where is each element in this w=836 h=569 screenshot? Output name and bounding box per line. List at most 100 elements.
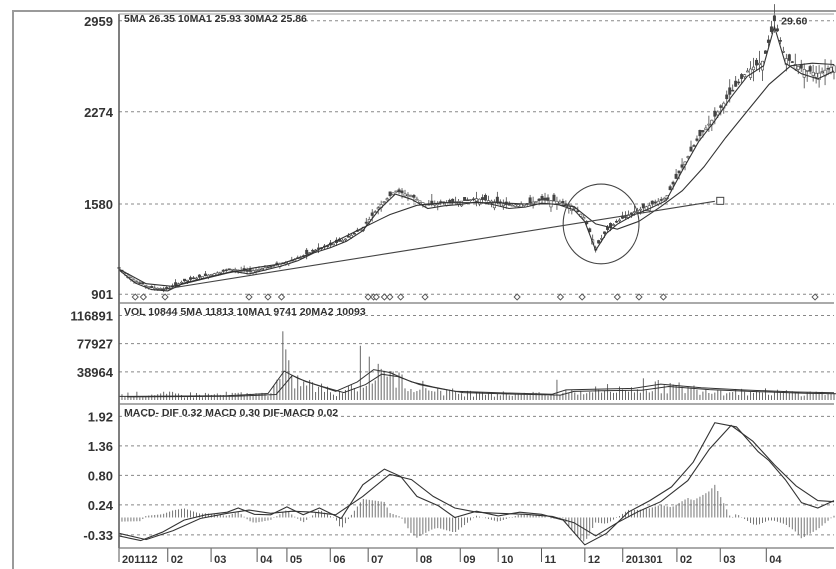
signal-marker <box>139 293 148 301</box>
macd-line <box>118 424 835 541</box>
candle-body <box>412 195 416 198</box>
y-tick-label: 1.92 <box>88 409 113 424</box>
candle-body <box>451 198 455 203</box>
candle-body <box>766 39 770 43</box>
candle-body <box>823 69 827 77</box>
x-tick-label: 04 <box>769 554 782 566</box>
signal-marker <box>131 293 139 301</box>
candle-body <box>186 279 190 282</box>
candle-body <box>746 70 750 73</box>
candle-body <box>826 67 830 70</box>
candle-body <box>731 89 735 92</box>
candle-body <box>704 127 708 131</box>
candle-body <box>391 192 395 195</box>
x-tick-label: 201301 <box>626 554 663 566</box>
y-tick-label: 0.80 <box>88 468 113 483</box>
candle-body <box>808 66 812 72</box>
candle-body <box>632 211 636 214</box>
candle-body <box>254 269 258 272</box>
volume-panel: 116891 77927 38964 <box>70 308 836 400</box>
signal-marker <box>264 293 272 301</box>
candle-body <box>617 219 621 222</box>
ma-short-line <box>118 24 835 292</box>
signal-marker <box>635 293 643 301</box>
candle-body <box>725 94 729 100</box>
candle-body <box>796 66 800 70</box>
candle-body <box>769 26 773 32</box>
candle-body <box>331 243 335 246</box>
candle-body <box>144 285 148 287</box>
candle-body <box>719 105 723 108</box>
candle-body <box>558 201 562 204</box>
candle-body <box>343 238 347 241</box>
candle-body <box>707 123 711 126</box>
candle-body <box>180 281 184 284</box>
y-tick-label: 77927 <box>77 337 113 352</box>
x-tick-label: 09 <box>463 554 475 566</box>
candle-body <box>820 71 824 73</box>
signal-marker <box>513 293 521 301</box>
candle-body <box>817 72 821 80</box>
candle-body <box>534 201 538 203</box>
y-tick-label: 116891 <box>70 308 113 323</box>
candle-body <box>832 65 836 73</box>
signal-marker <box>245 293 253 301</box>
candle-body <box>153 287 157 290</box>
candle-body <box>194 277 198 280</box>
candle-body <box>364 221 368 224</box>
candle-body <box>671 181 675 185</box>
candle-body <box>340 239 344 242</box>
candle-body <box>174 282 178 286</box>
trendline <box>156 200 715 291</box>
candle-body <box>799 64 803 69</box>
candle-body <box>150 286 154 289</box>
candle-body <box>603 231 607 234</box>
candle-body <box>189 277 193 280</box>
candle-body <box>397 189 401 193</box>
macd-panel: 1.92 1.36 0.80 0.24 -0.33 <box>83 409 835 546</box>
candle-body <box>802 69 806 78</box>
candle-body <box>755 59 759 66</box>
candle-body <box>612 224 616 226</box>
candle-body <box>597 240 601 244</box>
signal-marker <box>659 293 668 301</box>
x-tick-label: 03 <box>723 554 735 566</box>
candle-body <box>218 271 222 274</box>
candle-body <box>623 216 627 218</box>
candle-body <box>564 203 568 206</box>
x-tick-label: 04 <box>260 554 273 566</box>
candle-body <box>373 211 377 213</box>
x-tick-label: 07 <box>371 554 383 566</box>
candle-body <box>778 40 782 42</box>
candle-body <box>269 265 273 268</box>
candle-body <box>701 130 705 133</box>
ma-long-line <box>118 62 835 287</box>
candle-body <box>582 217 586 220</box>
signal-marker <box>380 293 389 301</box>
candle-body <box>519 204 523 208</box>
x-tick-label: 11 <box>545 554 557 566</box>
candle-body <box>501 203 505 207</box>
candle-body <box>659 199 663 201</box>
candle-body <box>483 194 487 201</box>
candle-body <box>615 220 619 223</box>
candle-body <box>403 193 407 197</box>
signal-marker <box>397 293 405 301</box>
candle-body <box>227 268 231 271</box>
candle-body <box>183 278 187 282</box>
x-tick-label: 05 <box>290 554 302 566</box>
candle-body <box>474 198 478 202</box>
candle-body <box>409 195 413 198</box>
candle-body <box>224 269 228 272</box>
candle-body <box>382 201 386 203</box>
candle-body <box>689 146 693 152</box>
candle-body <box>674 173 678 179</box>
candle-body <box>787 54 791 61</box>
candle-body <box>156 287 160 290</box>
x-tick-label: 02 <box>680 554 692 566</box>
price-panel: 2959 2274 1580 901 29.60 <box>84 4 836 302</box>
candle-body <box>790 61 794 63</box>
candle-body <box>805 70 809 72</box>
candle-body <box>516 204 520 207</box>
